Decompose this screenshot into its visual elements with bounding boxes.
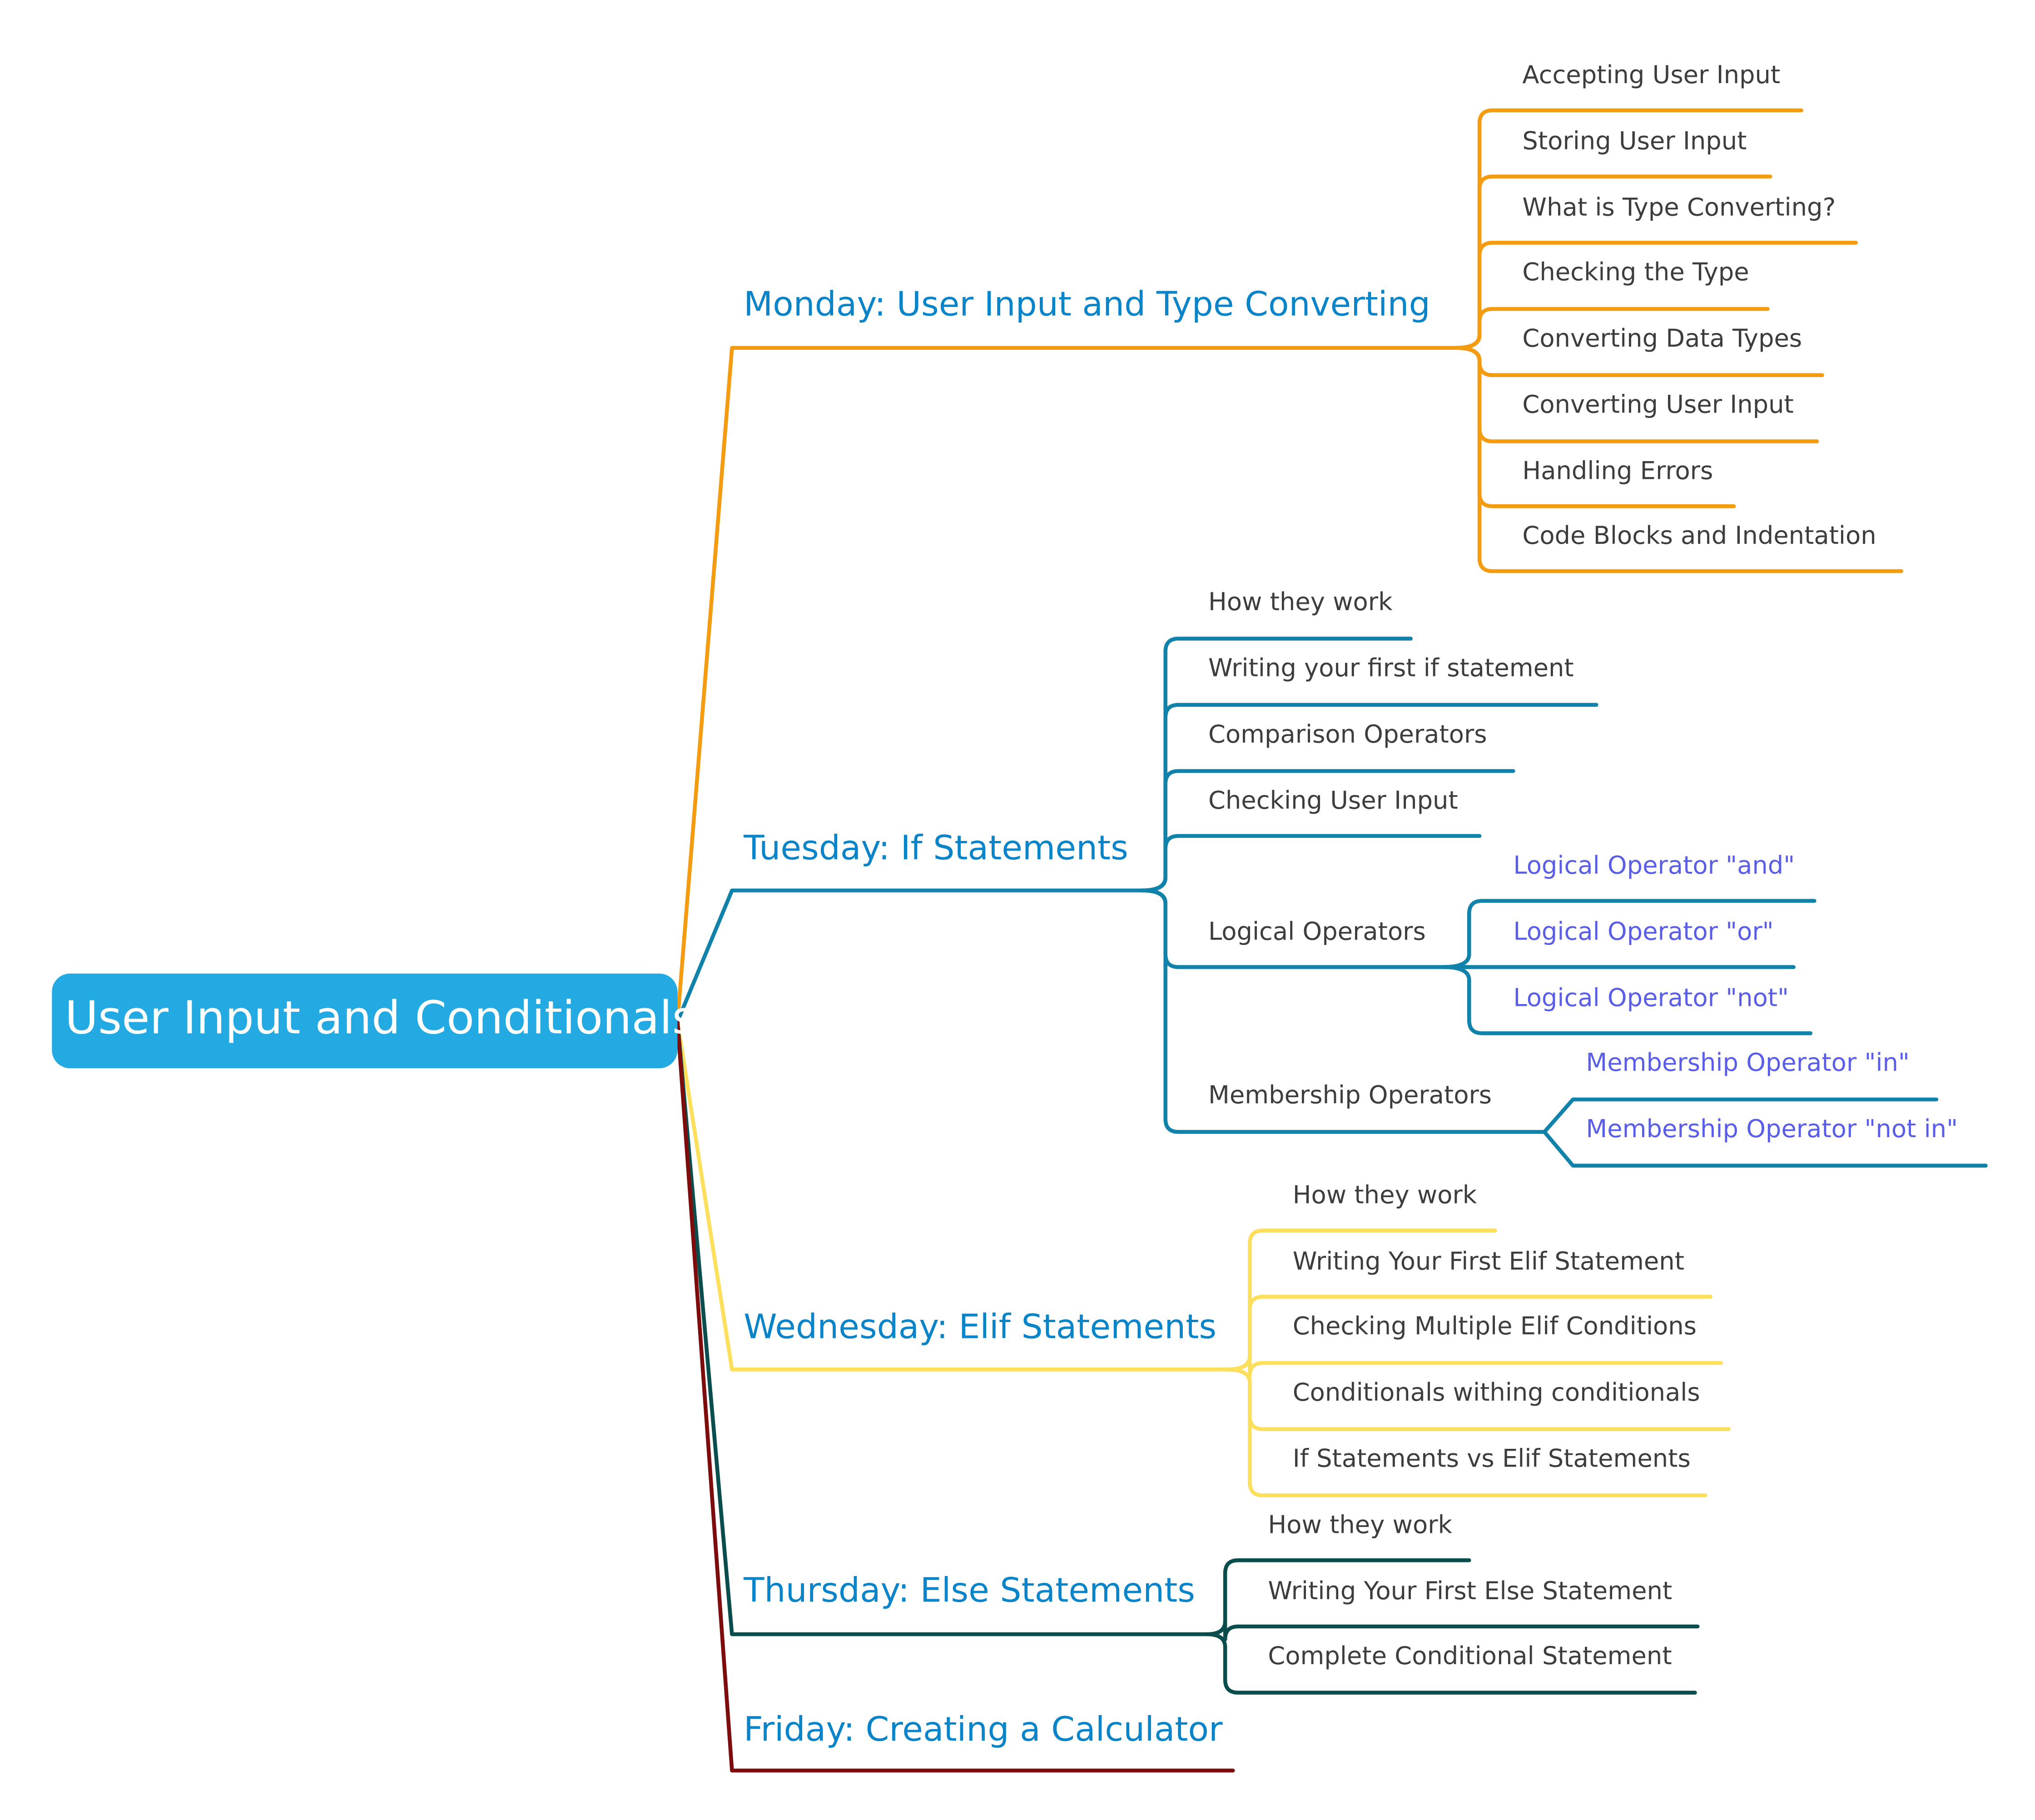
topic-storing-user-input[interactable]: Storing User Input — [1522, 127, 1747, 156]
topic-checking-the-type[interactable]: Checking the Type — [1522, 258, 1749, 287]
topic-conditionals-within-conditionals[interactable]: Conditionals withing conditionals — [1292, 1378, 1700, 1407]
connector-monday-topic-3 — [1454, 307, 1770, 350]
topic-membership-operators[interactable]: Membership Operators — [1208, 1081, 1492, 1110]
topic-code-blocks-and-indentation[interactable]: Code Blocks and Indentation — [1522, 522, 1876, 551]
connector-thursday — [675, 1019, 1209, 1636]
subtopic-membership-in[interactable]: Membership Operator "in" — [1586, 1049, 1910, 1078]
connector-tuesday — [675, 888, 1144, 1024]
topic-elif-how-they-work[interactable]: How they work — [1292, 1181, 1477, 1210]
branch-friday[interactable]: Friday: Creating a Calculator — [744, 1711, 1223, 1750]
connector-thursday-topic-1 — [1205, 1619, 1700, 1641]
topic-complete-conditional[interactable]: Complete Conditional Statement — [1268, 1642, 1672, 1671]
connector-tuesday-topic-5 — [1140, 888, 1547, 1134]
connector-wednesday-topic-4 — [1224, 1367, 1707, 1497]
root-title: User Input and Conditionals — [65, 993, 696, 1045]
connector-wednesday-topic-2 — [1224, 1354, 1723, 1378]
topic-converting-user-input[interactable]: Converting User Input — [1522, 391, 1794, 419]
topic-what-is-type-converting[interactable]: What is Type Converting? — [1522, 193, 1836, 222]
topic-writing-first-elif[interactable]: Writing Your First Elif Statement — [1292, 1247, 1684, 1276]
topic-writing-first-if-statement[interactable]: Writing your first if statement — [1208, 654, 1574, 683]
topic-if-vs-elif[interactable]: If Statements vs Elif Statements — [1292, 1445, 1691, 1473]
topic-logical-operators[interactable]: Logical Operators — [1208, 918, 1426, 946]
connector-monday — [675, 346, 1459, 1024]
connector-wednesday — [675, 1019, 1229, 1372]
topic-else-how-they-work[interactable]: How they work — [1268, 1511, 1452, 1540]
connector-membership-not-in — [1542, 1130, 1988, 1168]
connector-monday-topic-7 — [1454, 346, 1904, 573]
branch-monday[interactable]: Monday: User Input and Type Converting — [744, 285, 1430, 325]
topic-accepting-user-input[interactable]: Accepting User Input — [1522, 61, 1781, 90]
topic-handling-errors[interactable]: Handling Errors — [1522, 457, 1713, 486]
root-node[interactable]: User Input and Conditionals — [52, 973, 696, 1069]
connector-tuesday-topic-3 — [1140, 834, 1482, 893]
topic-writing-first-else[interactable]: Writing Your First Else Statement — [1268, 1577, 1673, 1606]
branch-thursday[interactable]: Thursday: Else Statements — [744, 1572, 1196, 1611]
connector-thursday-topic-2 — [1205, 1632, 1697, 1695]
branch-wednesday[interactable]: Wednesday: Elif Statements — [744, 1308, 1217, 1348]
subtopic-logical-and[interactable]: Logical Operator "and" — [1513, 851, 1795, 880]
connector-logical-sub-2 — [1441, 965, 1813, 1035]
topic-how-they-work[interactable]: How they work — [1208, 588, 1393, 617]
topic-checking-user-input[interactable]: Checking User Input — [1208, 786, 1458, 816]
branch-tuesday[interactable]: Tuesday: If Statements — [744, 829, 1128, 869]
topic-comparison-operators[interactable]: Comparison Operators — [1208, 720, 1487, 749]
subtopic-logical-not[interactable]: Logical Operator "not" — [1513, 984, 1789, 1013]
connector-membership-in — [1542, 1097, 1939, 1134]
connector-friday — [675, 1019, 1235, 1773]
topic-converting-data-types[interactable]: Converting Data Types — [1522, 324, 1802, 353]
topic-checking-multiple-elif[interactable]: Checking Multiple Elif Conditions — [1292, 1312, 1697, 1341]
subtopic-membership-not-in[interactable]: Membership Operator "not in" — [1586, 1115, 1958, 1144]
subtopic-logical-or[interactable]: Logical Operator "or" — [1513, 918, 1774, 946]
